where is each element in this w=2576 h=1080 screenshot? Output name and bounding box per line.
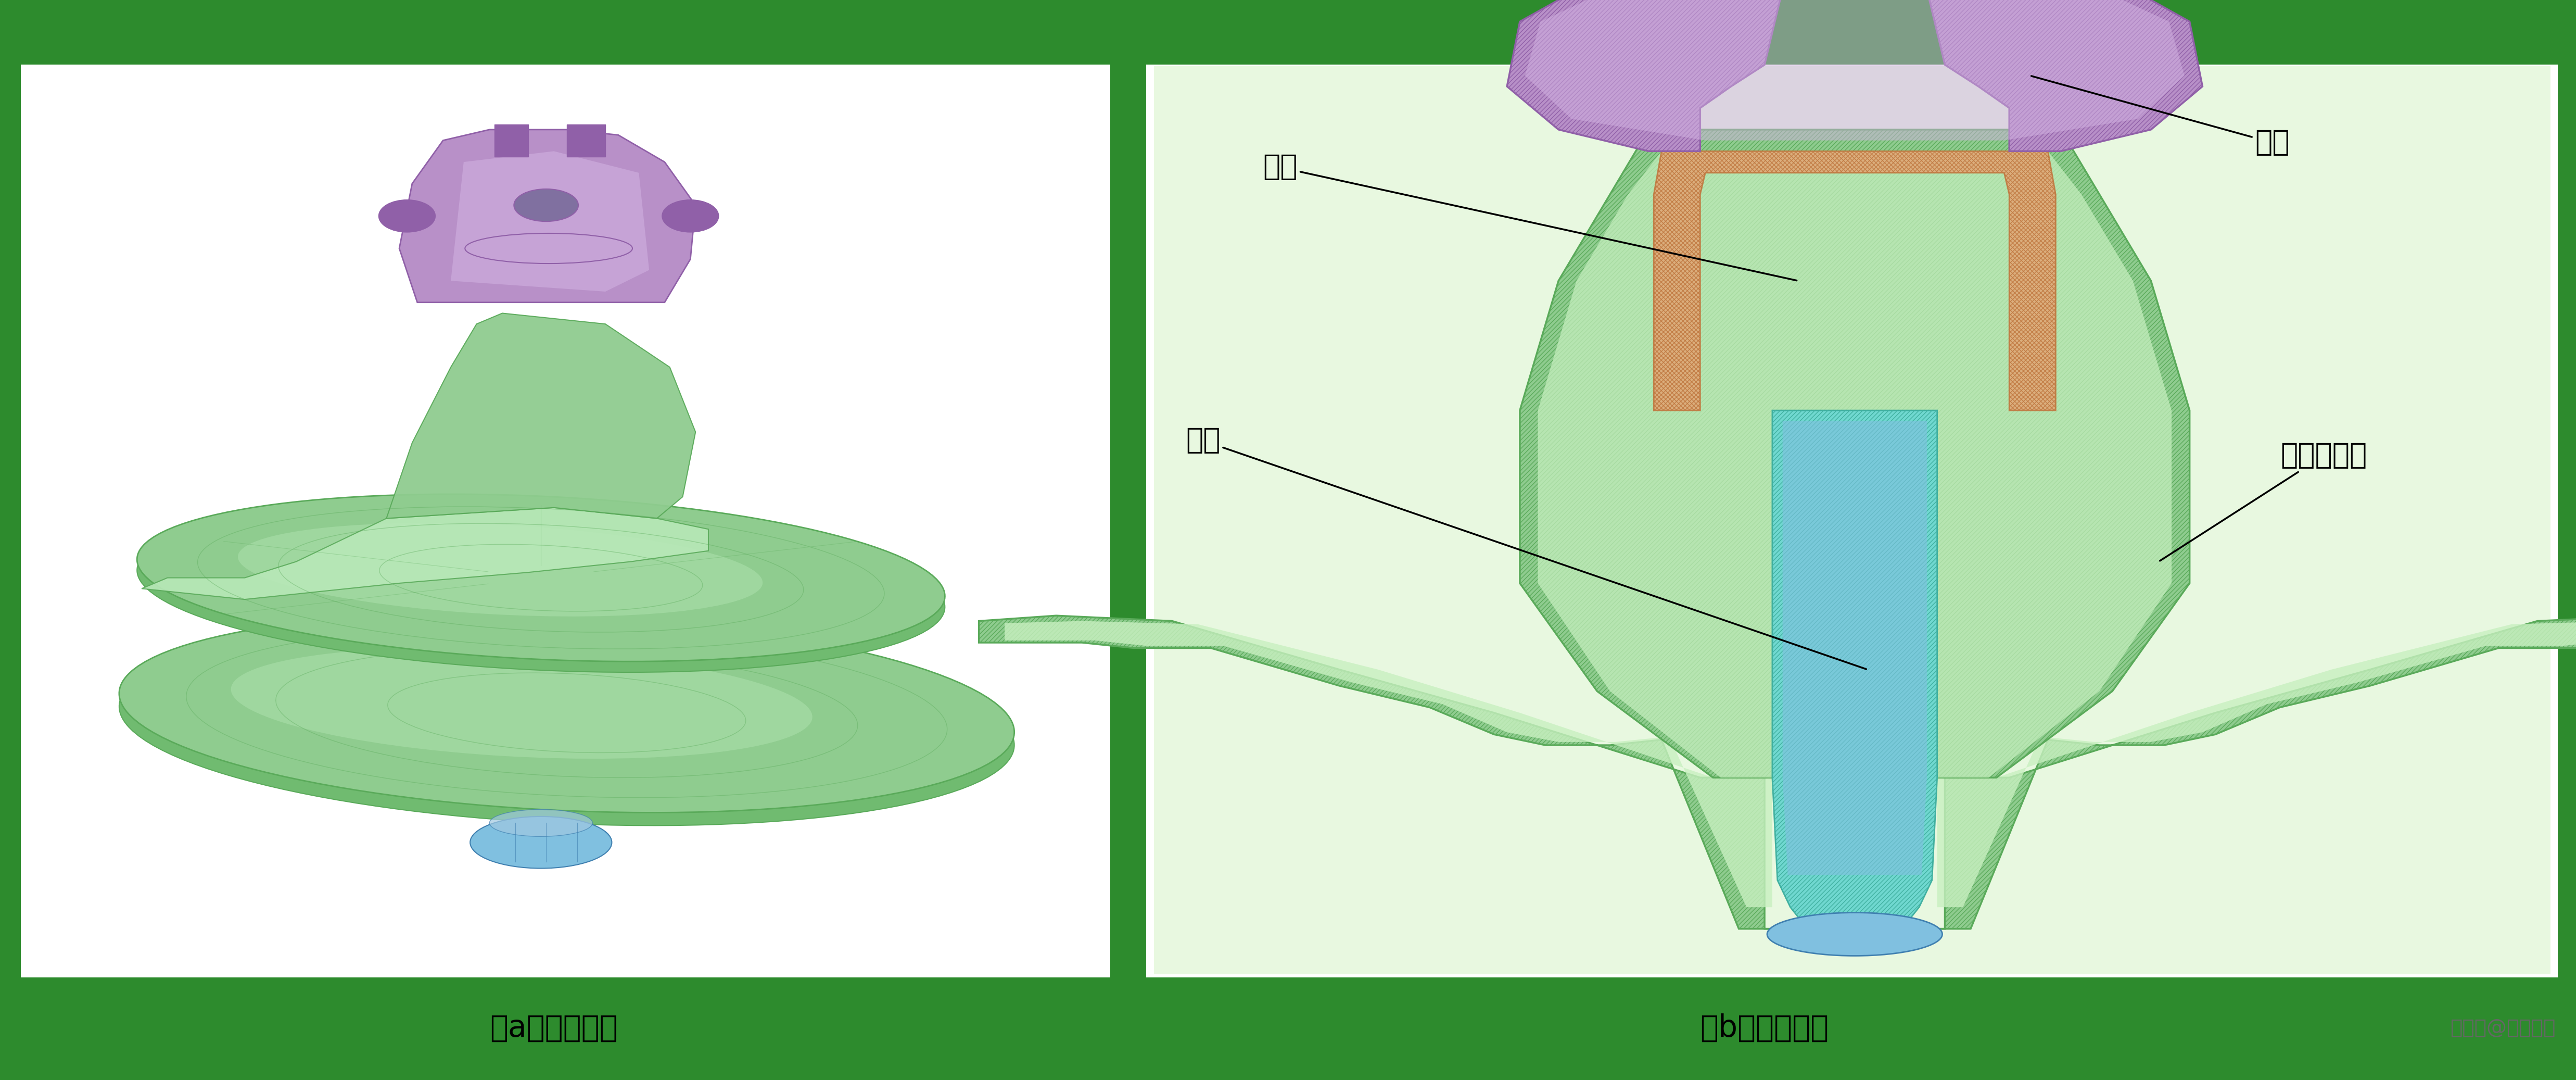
- Polygon shape: [1507, 0, 2202, 151]
- Text: 钢脚: 钢脚: [1185, 427, 1865, 670]
- Ellipse shape: [379, 200, 435, 232]
- Ellipse shape: [489, 810, 592, 836]
- Bar: [1146, 65, 2558, 977]
- Text: （a）三维模型: （a）三维模型: [489, 1013, 618, 1043]
- Ellipse shape: [469, 816, 613, 868]
- Ellipse shape: [137, 495, 945, 661]
- Polygon shape: [1772, 410, 1937, 923]
- Ellipse shape: [237, 523, 762, 617]
- Ellipse shape: [662, 200, 719, 232]
- Polygon shape: [1520, 130, 2190, 778]
- Bar: [21, 65, 1110, 977]
- Text: 搜狐号@电气技术: 搜狐号@电气技术: [2450, 1018, 2555, 1038]
- Ellipse shape: [118, 626, 1015, 825]
- Polygon shape: [142, 508, 708, 599]
- Ellipse shape: [1767, 913, 1942, 956]
- Polygon shape: [495, 124, 528, 157]
- Bar: [1154, 66, 2550, 974]
- Polygon shape: [1005, 621, 2576, 907]
- Ellipse shape: [515, 189, 577, 221]
- Text: （b）二维模型: （b）二维模型: [1700, 1013, 1829, 1043]
- Polygon shape: [979, 616, 2576, 929]
- Text: 水泥: 水泥: [1262, 153, 1795, 281]
- Text: 三伞绝缘子: 三伞绝缘子: [2159, 442, 2367, 561]
- Polygon shape: [567, 124, 605, 157]
- Ellipse shape: [137, 505, 945, 672]
- Polygon shape: [451, 151, 649, 292]
- Ellipse shape: [232, 647, 811, 759]
- Polygon shape: [1538, 151, 2172, 778]
- Polygon shape: [1525, 0, 2184, 140]
- Polygon shape: [386, 313, 696, 518]
- Polygon shape: [1654, 151, 2056, 410]
- Polygon shape: [1783, 421, 1927, 875]
- Polygon shape: [399, 130, 696, 302]
- Text: 钢帽: 钢帽: [2032, 76, 2290, 157]
- Ellipse shape: [118, 613, 1015, 812]
